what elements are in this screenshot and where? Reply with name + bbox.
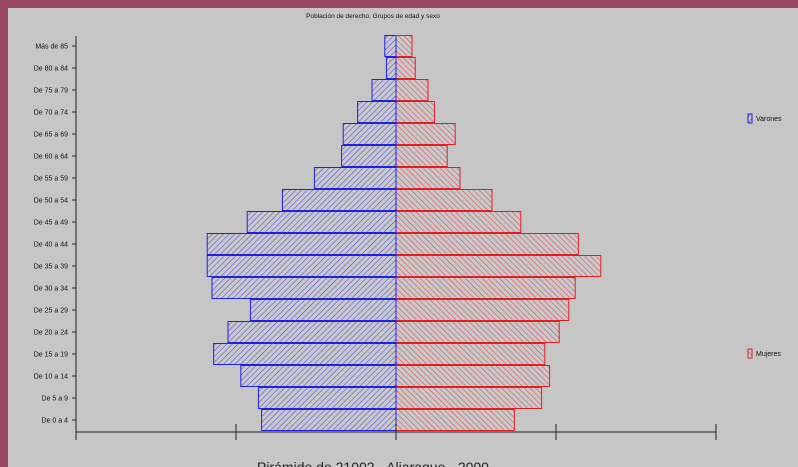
bar-mujeres-15: [395, 79, 429, 101]
bar-varones-5: [249, 299, 397, 321]
bar-mujeres-11: [395, 167, 461, 189]
bars-layer: [206, 35, 602, 431]
bar-mujeres-8: [395, 233, 579, 255]
bar-mujeres-14: [395, 101, 435, 123]
bar-mujeres-2: [395, 365, 551, 387]
bar-mujeres-0: [395, 409, 515, 431]
category-label: De 45 a 49: [34, 220, 68, 227]
bar-varones-0: [261, 409, 397, 431]
bar-varones-9: [246, 211, 397, 233]
bar-mujeres-9: [395, 211, 522, 233]
bar-varones-16: [385, 57, 397, 79]
bar-varones-13: [342, 123, 397, 145]
bar-varones-2: [240, 365, 397, 387]
bar-varones-12: [341, 145, 397, 167]
population-pyramid-chart: Población de derecho. Grupos de edad y s…: [34, 13, 782, 467]
bar-mujeres-13: [395, 123, 456, 145]
category-label: Más de 85: [35, 44, 68, 51]
bar-mujeres-10: [395, 189, 493, 211]
legend-label-varones: Varones: [756, 116, 782, 123]
bar-varones-8: [206, 233, 397, 255]
category-label: De 0 a 4: [42, 418, 69, 425]
bar-mujeres-4: [395, 321, 560, 343]
category-label: De 20 a 24: [34, 330, 68, 337]
category-label: De 60 a 64: [34, 154, 68, 161]
bar-varones-15: [371, 79, 397, 101]
bar-varones-3: [213, 343, 397, 365]
bar-mujeres-16: [395, 57, 416, 79]
legend-swatch-mujeres: [747, 348, 753, 359]
category-label: De 55 a 59: [34, 176, 68, 183]
bar-mujeres-5: [395, 299, 570, 321]
bar-varones-14: [357, 101, 397, 123]
chart-frame: Población de derecho. Grupos de edad y s…: [8, 8, 798, 467]
category-label: De 35 a 39: [34, 264, 68, 271]
category-label: De 40 a 44: [34, 242, 68, 249]
legend: Varones Mujeres: [747, 113, 782, 359]
category-label: De 30 a 34: [34, 286, 68, 293]
category-label: De 50 a 54: [34, 198, 68, 205]
chart-caption: Pirámide de 21002 - Aljaraque - 2000: [257, 459, 489, 467]
category-label: De 15 a 19: [34, 352, 68, 359]
bar-mujeres-7: [395, 255, 602, 277]
category-label: De 25 a 29: [34, 308, 68, 315]
bar-varones-10: [281, 189, 397, 211]
bar-varones-1: [257, 387, 397, 409]
bar-varones-11: [313, 167, 397, 189]
category-label: De 70 a 74: [34, 110, 68, 117]
legend-swatch-varones: [747, 113, 753, 124]
axes-layer: [72, 36, 717, 440]
legend-label-mujeres: Mujeres: [756, 351, 781, 358]
category-labels: De 0 a 4 De 5 a 9 De 10 a 14 De 15 a 19 De 2…: [34, 44, 68, 425]
category-label: De 75 a 79: [34, 88, 68, 95]
bar-mujeres-1: [395, 387, 543, 409]
bar-mujeres-12: [395, 145, 448, 167]
category-label: De 5 a 9: [42, 396, 69, 403]
bar-mujeres-3: [395, 343, 546, 365]
bar-mujeres-6: [395, 277, 576, 299]
chart-title: Población de derecho. Grupos de edad y s…: [306, 13, 440, 20]
category-label: De 80 a 84: [34, 66, 68, 73]
bar-mujeres-17: [395, 35, 413, 57]
category-label: De 65 a 69: [34, 132, 68, 139]
bar-varones-4: [227, 321, 397, 343]
bar-varones-17: [384, 35, 397, 57]
category-label: De 10 a 14: [34, 374, 68, 381]
bar-varones-7: [206, 255, 397, 277]
bar-varones-6: [211, 277, 397, 299]
